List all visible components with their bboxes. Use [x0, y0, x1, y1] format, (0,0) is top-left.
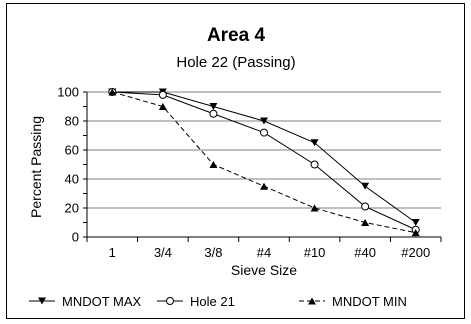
chart-subtitle: Hole 22 (Passing) — [176, 54, 295, 71]
data-point — [361, 182, 370, 190]
legend-label: MNDOT MAX — [62, 294, 142, 309]
grid — [87, 91, 441, 209]
y-axis-label: Percent Passing — [28, 116, 44, 218]
legend-label: MNDOT MIN — [332, 294, 407, 309]
data-point — [260, 128, 268, 137]
data-point — [209, 103, 218, 110]
x-tick-label: #40 — [354, 245, 376, 260]
data-point — [310, 204, 319, 212]
data-point — [361, 202, 370, 211]
series-line-1 — [112, 91, 416, 231]
data-point — [260, 117, 268, 125]
series — [108, 88, 420, 237]
x-tick-labels: 1 3/4 3/8 #4 #10 #40 #200 — [109, 245, 431, 260]
data-point — [411, 219, 420, 226]
series-line-2 — [112, 91, 416, 234]
x-tick-label: #4 — [257, 245, 271, 260]
chart-frame: Area 4 Hole 22 (Passing) 0 20 40 60 80 100 1 3… — [6, 3, 465, 319]
x-axis-label: Sieve Size — [231, 262, 297, 278]
legend-marker — [166, 297, 174, 305]
legend: MNDOT MAX Hole 21 MNDOT MIN — [29, 294, 407, 309]
chart-title: Area 4 — [207, 25, 266, 46]
x-tick-label: 3/8 — [204, 245, 222, 260]
data-point — [158, 90, 167, 99]
y-tick-label: 20 — [65, 201, 79, 216]
data-point — [158, 103, 167, 110]
x-tick-label: #10 — [304, 245, 326, 260]
data-point — [411, 229, 420, 237]
x-tick-label: 3/4 — [154, 245, 172, 260]
legend-marker — [308, 297, 316, 305]
series-line-0 — [112, 91, 417, 223]
axes — [83, 91, 442, 242]
legend-label: Hole 21 — [190, 294, 235, 309]
x-tick-label: #200 — [401, 245, 430, 260]
legend-marker — [38, 297, 46, 305]
data-point — [108, 88, 117, 96]
y-tick-labels: 0 20 40 60 80 100 — [57, 85, 79, 245]
y-tick-label: 100 — [57, 85, 79, 100]
data-point — [310, 139, 319, 147]
chart-svg: Area 4 Hole 22 (Passing) 0 20 40 60 80 100 1 3… — [28, 25, 442, 309]
data-point — [209, 161, 218, 168]
data-point — [361, 219, 370, 226]
y-tick-label: 0 — [72, 230, 79, 245]
data-point — [310, 160, 319, 169]
x-tick-label: 1 — [109, 245, 116, 260]
y-tick-label: 40 — [65, 172, 79, 187]
y-tick-label: 80 — [65, 114, 79, 129]
data-point — [209, 109, 218, 118]
data-point — [260, 182, 268, 190]
y-tick-label: 60 — [65, 143, 79, 158]
